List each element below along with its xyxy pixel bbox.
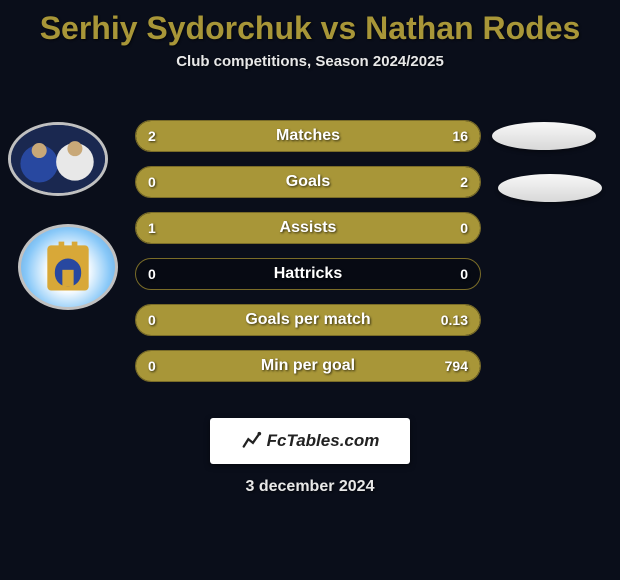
stats-chart: 2Matches160Goals21Assists00Hattricks00Go… — [0, 100, 620, 400]
stat-row: 2Matches16 — [135, 120, 481, 152]
comparison-title: Serhiy Sydorchuk vs Nathan Rodes — [0, 0, 620, 47]
stat-row: 1Assists0 — [135, 212, 481, 244]
stat-row: 0Hattricks0 — [135, 258, 481, 290]
stat-value-right: 0 — [460, 220, 468, 236]
stat-label: Assists — [136, 219, 480, 237]
brand-label: FcTables.com — [241, 430, 380, 452]
date-label: 3 december 2024 — [0, 478, 620, 496]
player1-pill-icon — [492, 122, 596, 150]
player2-avatar — [18, 224, 118, 310]
stat-label: Min per goal — [136, 357, 480, 375]
subtitle: Club competitions, Season 2024/2025 — [0, 53, 620, 70]
stat-value-right: 0 — [460, 266, 468, 282]
logo-icon — [241, 430, 263, 452]
stat-value-right: 0.13 — [441, 312, 468, 328]
brand-box[interactable]: FcTables.com — [210, 418, 410, 464]
player-photo-placeholder-icon — [11, 122, 105, 196]
stat-value-right: 16 — [452, 128, 468, 144]
stat-row: 0Goals per match0.13 — [135, 304, 481, 336]
player1-name: Serhiy Sydorchuk — [40, 10, 312, 46]
player2-pill-icon — [498, 174, 602, 202]
stat-value-right: 794 — [445, 358, 468, 374]
stat-label: Hattricks — [136, 265, 480, 283]
stat-label: Goals per match — [136, 311, 480, 329]
stat-row: 0Goals2 — [135, 166, 481, 198]
stat-label: Matches — [136, 127, 480, 145]
player2-name: Nathan Rodes — [365, 10, 580, 46]
stat-label: Goals — [136, 173, 480, 191]
brand-text: FcTables.com — [267, 431, 380, 451]
stat-value-right: 2 — [460, 174, 468, 190]
club-crest-icon — [21, 224, 115, 310]
vs-text: vs — [312, 10, 365, 46]
stat-row: 0Min per goal794 — [135, 350, 481, 382]
player1-avatar — [8, 122, 108, 196]
